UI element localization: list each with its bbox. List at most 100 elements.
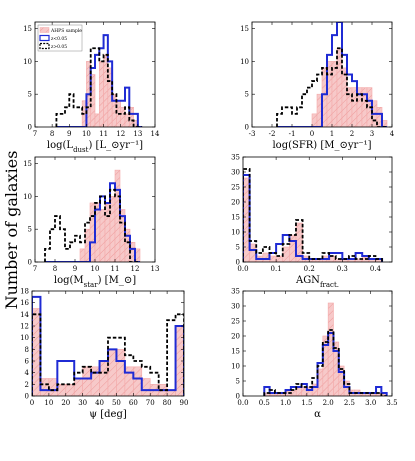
hist-bar-ahps	[331, 61, 338, 127]
step-line-z-low	[56, 34, 143, 127]
shared-y-axis-label: Number of galaxies	[2, 151, 21, 310]
x-tick-label: 60	[129, 399, 138, 407]
plot-area	[32, 295, 184, 396]
hist-bar-ahps	[99, 360, 109, 396]
y-tick-label: 16	[20, 299, 29, 307]
hist-bar-ahps	[48, 378, 58, 396]
x-tick-label: 90	[180, 399, 189, 407]
x-tick-label: 12	[116, 130, 125, 138]
step-line-z-high	[263, 329, 387, 396]
y-tick-label: 15	[231, 214, 240, 222]
axes-frame	[34, 21, 156, 128]
hist-bar-ahps	[107, 349, 117, 396]
x-tick-label: 0.3	[337, 265, 348, 273]
hist-bar-ahps	[311, 113, 318, 127]
hist-bar-ahps	[82, 366, 92, 396]
y-tick-label: 10	[231, 363, 240, 371]
x-tick-label: 1.5	[301, 399, 312, 407]
x-tick-label: 0.2	[304, 265, 315, 273]
x-tick-label: 9	[73, 265, 77, 273]
y-tick-label: 5	[236, 244, 240, 252]
axes-frame	[242, 290, 393, 397]
x-tick-label: 8	[53, 265, 57, 273]
x-tick-label: 80	[163, 399, 172, 407]
x-tick-label: 11	[99, 130, 108, 138]
x-tick-label: 11	[111, 265, 120, 273]
y-tick-label: 0	[28, 259, 32, 267]
x-axis-label: log(Ldust) [L_⊙yr⁻¹]	[47, 140, 143, 154]
y-tick-label: 25	[231, 184, 240, 192]
x-axis-label: AGNfract.	[295, 275, 339, 289]
panel-5: 0 10 20 30 40 50 60 70 80 90 0 2 4 6 8 10 12 14 16 18 ψ [deg…	[20, 288, 188, 421]
x-tick-label: 70	[146, 399, 155, 407]
y-tick-label: 10	[20, 334, 29, 342]
x-tick-label: -3	[249, 130, 256, 138]
legend-swatch-z-low	[39, 34, 50, 42]
axes-frame	[251, 21, 393, 128]
panel-3: 7 8 9 10 11 12 13 0 5 10 15 log(Mstar) [M_⊙]	[23, 156, 159, 289]
plot-area	[44, 169, 141, 262]
x-tick-label: 40	[95, 399, 104, 407]
step-line-z-high	[55, 47, 143, 127]
legend-swatch-ahps	[39, 27, 50, 33]
x-tick-label: 8	[50, 130, 54, 138]
y-tick-label: 2	[25, 381, 29, 389]
hist-bar-ahps	[90, 366, 100, 396]
panel-1: 7 8 9 10 11 12 13 14 0 5 10 15 log(Ldust) [L_⊙yr⁻¹] A…	[23, 21, 160, 154]
x-tick-label: 2	[350, 130, 354, 138]
y-tick-label: 6	[25, 358, 30, 366]
x-tick-label: 0	[30, 399, 34, 407]
plot-area	[55, 34, 143, 127]
x-tick-label: 3.5	[386, 399, 397, 407]
x-tick-label: -2	[269, 130, 276, 138]
x-tick-label: 0.4	[370, 265, 382, 273]
y-tick-label: 30	[231, 169, 240, 177]
hist-bar-ahps	[98, 61, 104, 127]
hist-bar-ahps	[282, 246, 290, 262]
y-tick-label: 0	[236, 393, 240, 401]
plot-area	[276, 22, 388, 127]
x-axis-label: log(SFR) [M_⊙yr⁻¹]	[272, 140, 371, 151]
y-tick-label: 25	[231, 318, 240, 326]
y-tick-label: 12	[20, 323, 29, 331]
axes-frame	[242, 156, 393, 263]
x-tick-label: 2.0	[323, 399, 334, 407]
hist-bar-ahps	[133, 366, 143, 396]
panel-2: -3 -2 -1 0 1 2 3 4 0 5 10 15 log(SFR) [M_⊙yr⁻¹]	[240, 21, 395, 151]
x-tick-label: 12	[131, 265, 140, 273]
legend-box	[37, 24, 83, 52]
x-tick-label: 9	[67, 130, 71, 138]
legend-entry-label: AHPS sample	[50, 28, 82, 34]
y-tick-label: 5	[236, 378, 240, 386]
hist-bar-ahps	[73, 378, 83, 396]
y-tick-label: 20	[231, 333, 240, 341]
legend-entry-label: z>0.05	[51, 44, 67, 50]
y-tick-label: 5	[28, 226, 32, 234]
y-tick-label: 10	[231, 229, 240, 237]
x-tick-label: 2.5	[344, 399, 355, 407]
x-tick-label: 0.0	[237, 265, 248, 273]
y-tick-label: 0	[25, 393, 29, 401]
x-axis-label: α	[314, 409, 321, 420]
legend-entry-label: z<0.05	[51, 36, 67, 42]
x-tick-label: 0.5	[259, 399, 270, 407]
y-tick-label: 15	[23, 160, 32, 168]
y-tick-label: 15	[23, 25, 32, 33]
x-tick-label: 1	[330, 130, 334, 138]
x-tick-label: 3.0	[365, 399, 376, 407]
x-tick-label: 30	[78, 399, 87, 407]
step-line-z-high	[32, 313, 184, 396]
step-line-z-high	[243, 168, 383, 262]
y-tick-label: 0	[236, 259, 240, 267]
x-tick-label: 50	[112, 399, 121, 407]
y-tick-label: 5	[28, 91, 32, 99]
y-tick-label: 20	[231, 199, 240, 207]
y-tick-label: 18	[20, 288, 29, 296]
y-tick-label: 4	[25, 369, 30, 377]
panel-4: 0.0 0.1 0.2 0.3 0.4 0 5 10 15 20 25 30 35 AGNfract.	[231, 154, 393, 289]
x-tick-label: 20	[61, 399, 70, 407]
hist-bar-ahps	[40, 378, 50, 396]
x-tick-label: 0.1	[271, 265, 282, 273]
